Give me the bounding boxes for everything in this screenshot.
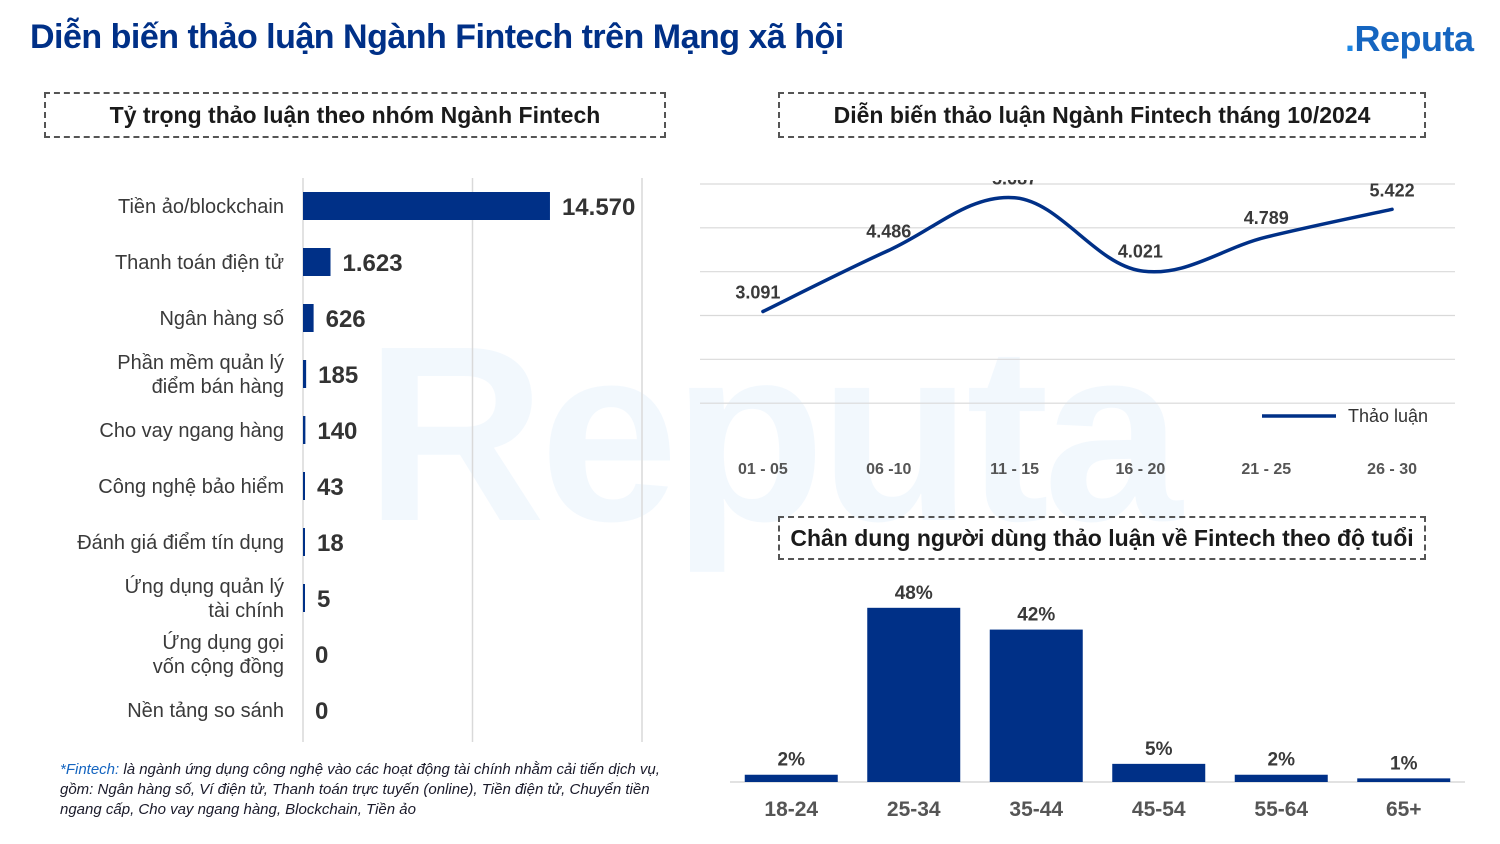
hbar-bar bbox=[303, 248, 331, 276]
hbar-category-label: Cho vay ngang hàng bbox=[99, 420, 284, 442]
hbar-category-label: tài chính bbox=[208, 600, 284, 622]
line-legend-label: Thảo luận bbox=[1348, 406, 1428, 426]
hbar-value-label: 626 bbox=[326, 306, 366, 333]
age-category-label: 25-34 bbox=[887, 798, 941, 821]
age-bar bbox=[1112, 763, 1206, 782]
line-x-tick-label: 26 - 30 bbox=[1367, 461, 1417, 478]
left-section-title: Tỷ trọng thảo luận theo nhóm Ngành Finte… bbox=[44, 92, 666, 138]
hbar-category-label: Thanh toán điện tử bbox=[115, 252, 284, 274]
hbar-bar bbox=[303, 360, 307, 388]
hbar-category-label: Phần mềm quản lý bbox=[117, 352, 284, 374]
line-data-label: 4.486 bbox=[866, 221, 911, 241]
age-bar bbox=[867, 607, 961, 782]
hbar-category-label: vốn cộng đồng bbox=[153, 656, 284, 678]
age-bar bbox=[1357, 778, 1451, 782]
hbar-category-label: Tiền ảo/blockchain bbox=[118, 196, 284, 218]
age-bar bbox=[989, 629, 1083, 782]
hbar-bar bbox=[303, 304, 314, 332]
age-value-label: 2% bbox=[778, 750, 806, 771]
hbar-value-label: 185 bbox=[318, 362, 358, 389]
hbar-bar bbox=[303, 584, 305, 612]
hbar-bar bbox=[303, 528, 305, 556]
line-data-label: 5.687 bbox=[992, 180, 1037, 189]
line-data-label: 3.091 bbox=[735, 283, 780, 303]
line-data-label: 4.789 bbox=[1244, 208, 1289, 228]
hbar-category-label: Ngân hàng số bbox=[159, 308, 284, 330]
hbar-value-label: 0 bbox=[315, 698, 328, 725]
hbar-category-label: Ứng dụng gọi bbox=[162, 631, 284, 654]
hbar-category-label: Công nghệ bảo hiểm bbox=[98, 476, 284, 498]
age-value-label: 2% bbox=[1268, 750, 1296, 771]
age-bar bbox=[744, 774, 838, 782]
line-data-label: 5.422 bbox=[1370, 180, 1415, 200]
footnote-term: *Fintech: bbox=[60, 761, 120, 778]
age-category-label: 55-64 bbox=[1254, 798, 1308, 821]
age-value-label: 42% bbox=[1017, 605, 1055, 626]
logo-dot: . bbox=[1345, 18, 1355, 59]
age-bar bbox=[1234, 774, 1328, 782]
age-category-label: 65+ bbox=[1386, 798, 1422, 821]
hbar-value-label: 5 bbox=[317, 586, 330, 613]
hbar-category-label: Đánh giá điểm tín dụng bbox=[77, 532, 284, 554]
line-x-tick-label: 16 - 20 bbox=[1116, 461, 1166, 478]
hbar-category-label: Ứng dụng quản lý bbox=[125, 575, 284, 598]
fintech-group-bar-chart: Tiền ảo/blockchain 14.570 Thanh toán điện … bbox=[77, 178, 643, 742]
hbar-value-label: 140 bbox=[317, 418, 357, 445]
logo-text: Reputa bbox=[1354, 18, 1475, 59]
hbar-value-label: 14.570 bbox=[562, 194, 635, 221]
hbar-category-label: Nền tảng so sánh bbox=[127, 700, 284, 722]
age-value-label: 5% bbox=[1145, 739, 1173, 760]
page-title: Diễn biến thảo luận Ngành Fintech trên M… bbox=[30, 18, 844, 56]
hbar-bar bbox=[303, 472, 305, 500]
age-value-label: 48% bbox=[895, 583, 933, 604]
age-value-label: 1% bbox=[1390, 753, 1418, 774]
age-category-label: 45-54 bbox=[1132, 798, 1186, 821]
hbar-category-label: điểm bán hàng bbox=[152, 376, 284, 398]
hbar-bar bbox=[303, 192, 550, 220]
hbar-bar bbox=[303, 416, 306, 444]
footnote-text: là ngành ứng dụng công nghệ vào các hoạt… bbox=[60, 761, 660, 818]
line-series-thao-luan bbox=[761, 195, 1394, 314]
fintech-trend-line-chart: 3.091 4.486 5.687 4.021 4.789 5.422 01 - 05 06 … bbox=[700, 180, 1455, 478]
age-distribution-bar-chart: 2% 18-24 48% 25-34 42% 35-44 5% 45-54 2% 55-64 1% 6… bbox=[730, 583, 1465, 821]
age-section-title: Chân dung người dùng thảo luận về Fintec… bbox=[778, 516, 1426, 560]
line-x-tick-label: 21 - 25 bbox=[1241, 461, 1291, 478]
hbar-value-label: 0 bbox=[315, 642, 328, 669]
line-section-title: Diễn biến thảo luận Ngành Fintech tháng … bbox=[778, 92, 1426, 138]
line-x-tick-label: 11 - 15 bbox=[990, 461, 1039, 478]
age-category-label: 35-44 bbox=[1009, 798, 1063, 821]
hbar-value-label: 18 bbox=[317, 530, 344, 557]
line-x-tick-label: 01 - 05 bbox=[738, 461, 788, 478]
age-category-label: 18-24 bbox=[764, 798, 818, 821]
line-x-tick-label: 06 -10 bbox=[866, 461, 911, 478]
line-data-label: 4.021 bbox=[1118, 242, 1163, 262]
hbar-value-label: 1.623 bbox=[343, 250, 403, 277]
hbar-value-label: 43 bbox=[317, 474, 344, 501]
footnote: *Fintech: là ngành ứng dụng công nghệ và… bbox=[60, 760, 670, 820]
reputa-logo: .Reputa bbox=[1345, 18, 1474, 60]
